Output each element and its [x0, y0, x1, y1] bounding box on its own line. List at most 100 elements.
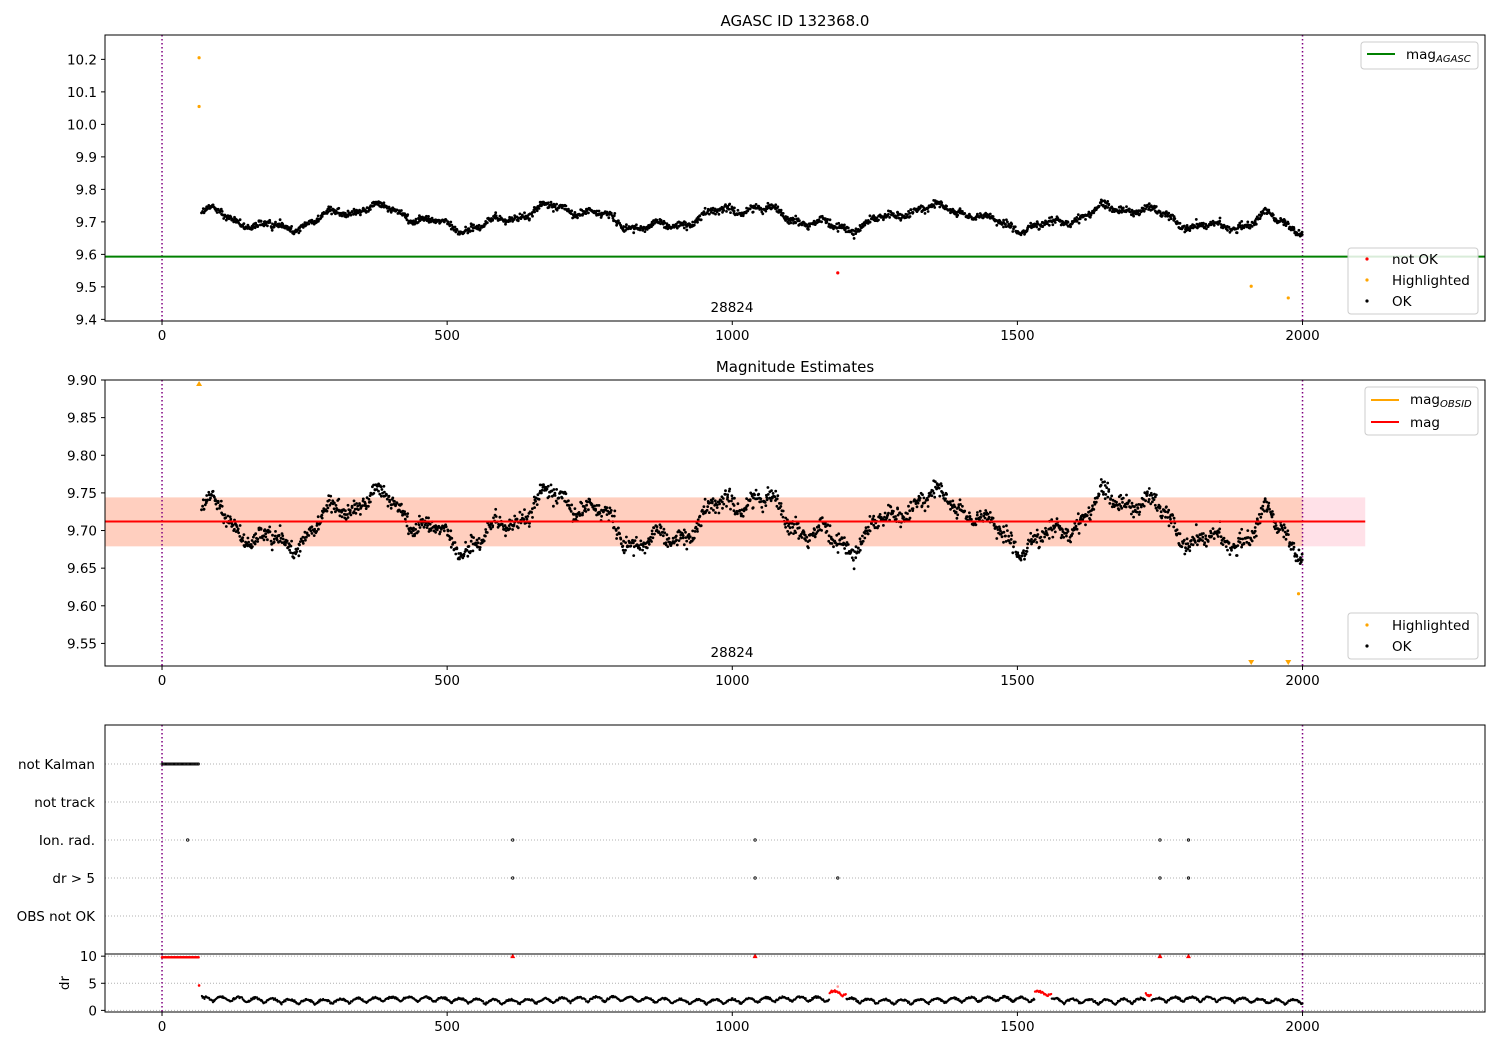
ok-point: [572, 215, 576, 219]
ok-point: [610, 214, 614, 218]
p4-xtick-label: 1500: [1000, 1019, 1034, 1035]
ok-point: [1103, 480, 1106, 484]
highlighted-point: [197, 56, 201, 60]
ok-point: [1287, 222, 1290, 226]
ok-point: [1109, 497, 1112, 500]
ok-point: [933, 495, 937, 499]
ok-point: [792, 217, 796, 221]
ok-point: [422, 525, 426, 529]
ok-point: [908, 211, 912, 215]
ok-point: [290, 539, 293, 543]
ok-point: [1188, 229, 1192, 233]
ok-point: [303, 221, 307, 225]
ok-point: [1250, 225, 1254, 228]
ok-point: [200, 508, 203, 512]
ok-point: [1007, 534, 1011, 538]
ok-point: [797, 537, 801, 540]
p1-xtick-label: 500: [434, 328, 460, 344]
ok-point: [916, 501, 920, 505]
ok-point: [852, 233, 855, 237]
ok-point: [1260, 512, 1264, 516]
ok-point: [987, 515, 991, 519]
ok-point: [702, 505, 706, 508]
ok-point: [1300, 230, 1304, 234]
ok-point: [414, 522, 418, 526]
ok-point: [953, 210, 957, 214]
ok-point: [732, 504, 736, 507]
ok-point: [714, 511, 717, 514]
ok-point: [274, 530, 277, 533]
ok-point: [1146, 203, 1149, 207]
panel-agasc-title: AGASC ID 132368.0: [721, 12, 870, 30]
ok-point: [414, 217, 418, 221]
ok-point: [555, 202, 558, 206]
ok-point: [908, 215, 912, 218]
ok-point: [1051, 223, 1055, 227]
ok-point: [476, 541, 480, 545]
ok-point: [792, 522, 796, 526]
ok-point: [729, 507, 732, 511]
ok-point: [518, 510, 522, 514]
ok-point: [725, 504, 728, 508]
ok-point: [403, 517, 407, 521]
ok-point: [659, 525, 663, 529]
ok-point: [383, 490, 386, 494]
ok-point: [472, 536, 475, 539]
dr-point: [482, 1000, 485, 1003]
panel-magnitude-title: Magnitude Estimates: [716, 358, 874, 376]
ok-point: [635, 535, 638, 539]
ok-point: [951, 506, 954, 509]
ok-point: [911, 507, 915, 510]
ok-point: [574, 517, 578, 521]
ok-point: [405, 515, 409, 518]
ok-point: [1267, 501, 1271, 505]
ok-point: [1183, 552, 1187, 556]
ok-point: [531, 507, 534, 511]
ok-point: [1242, 541, 1246, 545]
ok-point: [1161, 214, 1164, 218]
ok-point: [807, 546, 810, 550]
ok-point: [868, 214, 872, 218]
ok-point: [635, 223, 638, 227]
ok-point: [1154, 205, 1158, 208]
ok-point: [695, 527, 699, 531]
ok-point: [1087, 506, 1091, 510]
ok-point: [612, 214, 616, 218]
ok-point: [241, 536, 245, 539]
ok-point: [1218, 219, 1222, 223]
ok-point: [570, 503, 574, 507]
ok-point: [315, 530, 318, 533]
ok-point: [355, 502, 358, 505]
ok-point: [289, 544, 293, 548]
ok-point: [995, 537, 999, 540]
ok-point: [1075, 216, 1079, 219]
ok-point: [1050, 215, 1054, 219]
ok-point: [896, 507, 899, 511]
ok-point: [613, 509, 617, 513]
ok-point: [478, 546, 482, 549]
ok-point: [1150, 493, 1154, 497]
ok-point: [1281, 220, 1285, 224]
ok-point: [968, 511, 971, 515]
ok-point: [1026, 546, 1029, 550]
ok-point: [546, 201, 550, 205]
ok-point: [979, 213, 983, 217]
ok-point: [590, 503, 594, 506]
ok-point: [275, 538, 279, 542]
ok-point: [748, 207, 752, 211]
ok-point: [477, 537, 481, 540]
ok-point: [416, 530, 420, 533]
ok-point: [956, 513, 960, 517]
ok-point: [828, 524, 832, 528]
ok-point: [220, 504, 224, 508]
p2-xtick-label: 1000: [715, 673, 749, 689]
p2-ytick-label: 9.70: [67, 524, 97, 540]
ok-point: [453, 225, 457, 229]
ok-point: [207, 490, 211, 494]
ok-point: [774, 489, 778, 493]
ok-point: [868, 515, 872, 518]
ok-point: [600, 214, 603, 218]
dr-point: [569, 1002, 572, 1005]
ok-point: [1092, 211, 1096, 215]
ok-point: [800, 223, 804, 227]
